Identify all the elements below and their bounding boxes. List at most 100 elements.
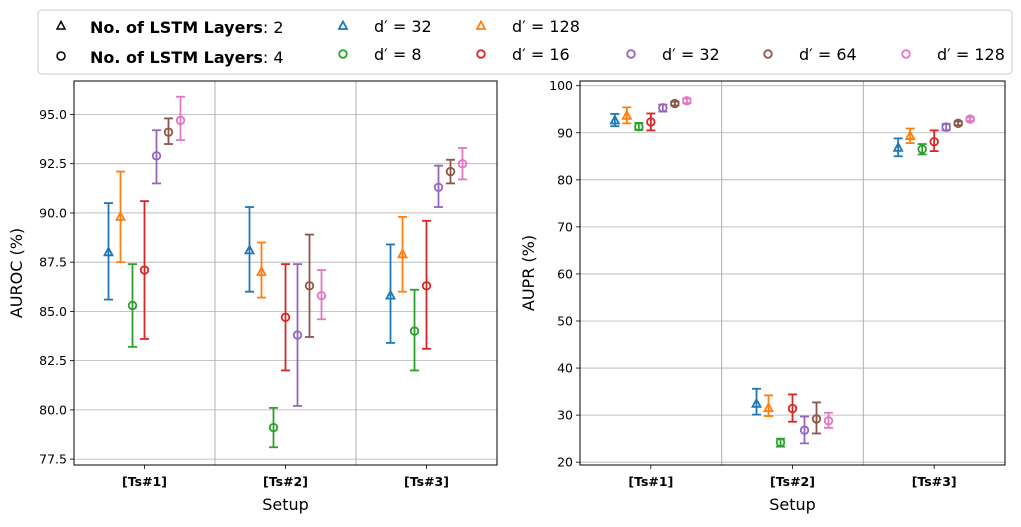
auroc-point — [115, 170, 126, 264]
data-point-marker — [151, 151, 162, 161]
aupr-point — [799, 415, 810, 445]
data-point-marker — [163, 127, 174, 137]
legend-entry-l4-d128: d′ = 128 — [901, 45, 1005, 64]
legend-marker-l4-d128 — [901, 49, 911, 59]
svg-text:No. of LSTM Layers: 4: No. of LSTM Layers: 4 — [90, 48, 284, 67]
data-point-marker — [763, 401, 774, 412]
auroc-point — [268, 406, 279, 449]
data-point-marker — [823, 416, 834, 426]
legend-entry-l2-d128: d′ = 128 — [475, 17, 580, 36]
data-point-marker — [280, 312, 291, 323]
legend-entry-l2-d32: d′ = 32 — [337, 17, 432, 36]
aupr-series-l4-d32 — [658, 103, 951, 445]
aupr-ytick-label: 100 — [549, 78, 573, 93]
legend-layers-4-rest: : 4 — [263, 48, 284, 67]
aupr-ytick-label: 80 — [557, 172, 573, 187]
legend-entry-l4-d32: d′ = 32 — [626, 45, 720, 64]
auroc-series-l4-d64 — [163, 117, 456, 338]
triangle-marker-icon — [55, 19, 67, 30]
aupr-series-l2-d128 — [621, 106, 916, 417]
data-point-marker — [917, 144, 927, 154]
data-point-marker — [811, 414, 822, 424]
legend-entry-l4-d64: d′ = 64 — [763, 45, 857, 64]
auroc-axes-frame — [73, 80, 498, 466]
aupr-point — [634, 121, 644, 132]
aupr-point — [751, 387, 762, 416]
legend-layers-4-bold: No. of LSTM Layers — [90, 48, 263, 67]
auroc-point — [163, 117, 174, 145]
auroc-series-l4-d16 — [139, 200, 432, 372]
aupr-point — [763, 394, 774, 417]
auroc-point — [316, 269, 327, 321]
aupr-series-l4-d16 — [646, 112, 939, 423]
data-point-marker — [799, 425, 810, 435]
aupr-xtick-label: [Ts#1] — [628, 474, 673, 489]
data-point-marker — [904, 129, 916, 140]
legend-layers-2-rest: : 2 — [263, 18, 284, 37]
data-point-marker — [682, 96, 692, 106]
data-point-marker — [953, 118, 963, 129]
auroc-point — [457, 147, 468, 181]
auroc-point — [409, 288, 420, 372]
aupr-ylabel: AUPR (%) — [519, 235, 538, 311]
auroc-chart: 77.5 80.0 82.5 85.0 87.5 90.0 92.5 95.0 [Ts#1] [T… — [7, 80, 498, 514]
aupr-point — [811, 401, 822, 435]
aupr-series-l4-d8 — [634, 121, 927, 448]
data-point-marker — [304, 281, 315, 291]
auroc-ytick-label: 87.5 — [39, 255, 67, 270]
aupr-point — [965, 114, 975, 124]
auroc-point — [292, 263, 303, 407]
auroc-point — [396, 215, 409, 293]
aupr-axes-frame — [579, 80, 1006, 466]
auroc-series-l4-d128 — [175, 95, 468, 321]
svg-text:No. of LSTM Layers: 2: No. of LSTM Layers: 2 — [90, 18, 284, 37]
aupr-ytick-label: 20 — [557, 455, 573, 470]
auroc-point — [151, 129, 162, 185]
data-point-marker — [775, 437, 786, 448]
data-point-marker — [609, 114, 621, 125]
legend-label-l4-d8: d′ = 8 — [374, 45, 422, 64]
auroc-xtick-label: [Ts#3] — [404, 474, 449, 489]
auroc-point — [433, 164, 444, 208]
data-point-marker — [751, 397, 762, 408]
auroc-point — [256, 241, 267, 299]
data-point-marker — [244, 243, 255, 255]
aupr-ytick-label: 90 — [557, 125, 573, 140]
legend-marker-l4-d32 — [626, 49, 636, 59]
circle-marker-icon — [56, 51, 66, 61]
data-point-marker — [409, 326, 420, 336]
data-point-marker — [634, 121, 644, 132]
auroc-point — [244, 206, 255, 293]
aupr-series-l4-d64 — [670, 98, 963, 435]
legend-marker-l2-d32 — [337, 19, 349, 30]
data-point-marker — [445, 166, 456, 177]
auroc-point — [445, 158, 456, 185]
aupr-point — [929, 129, 939, 153]
data-point-marker — [892, 141, 904, 152]
aupr-point — [953, 118, 963, 129]
auroc-ytick-label: 90.0 — [39, 205, 67, 220]
auroc-ytick-label: 82.5 — [39, 353, 67, 368]
aupr-point — [904, 127, 916, 145]
auroc-xtick-label: [Ts#1] — [122, 474, 167, 489]
aupr-series-l2-d32 — [609, 113, 904, 416]
data-point-marker — [433, 182, 444, 193]
auroc-point — [385, 243, 396, 344]
data-point-marker — [421, 281, 432, 291]
auroc-ytick-label: 85.0 — [39, 304, 67, 319]
aupr-point — [941, 122, 951, 132]
data-point-marker — [457, 159, 468, 169]
auroc-point — [127, 263, 138, 348]
data-point-marker — [787, 403, 798, 414]
auroc-xtick-label: [Ts#2] — [263, 474, 308, 489]
legend: No. of LSTM Layers: 2 No. of LSTM Layers… — [37, 9, 1013, 75]
aupr-point — [823, 411, 834, 429]
auroc-point — [103, 202, 114, 301]
data-point-marker — [115, 210, 126, 221]
legend-entry-l4-d16: d′ = 16 — [476, 45, 570, 64]
legend-marker-l4-d64 — [763, 49, 773, 59]
aupr-point — [621, 106, 633, 125]
data-point-marker — [139, 265, 150, 275]
data-point-marker — [646, 117, 656, 127]
